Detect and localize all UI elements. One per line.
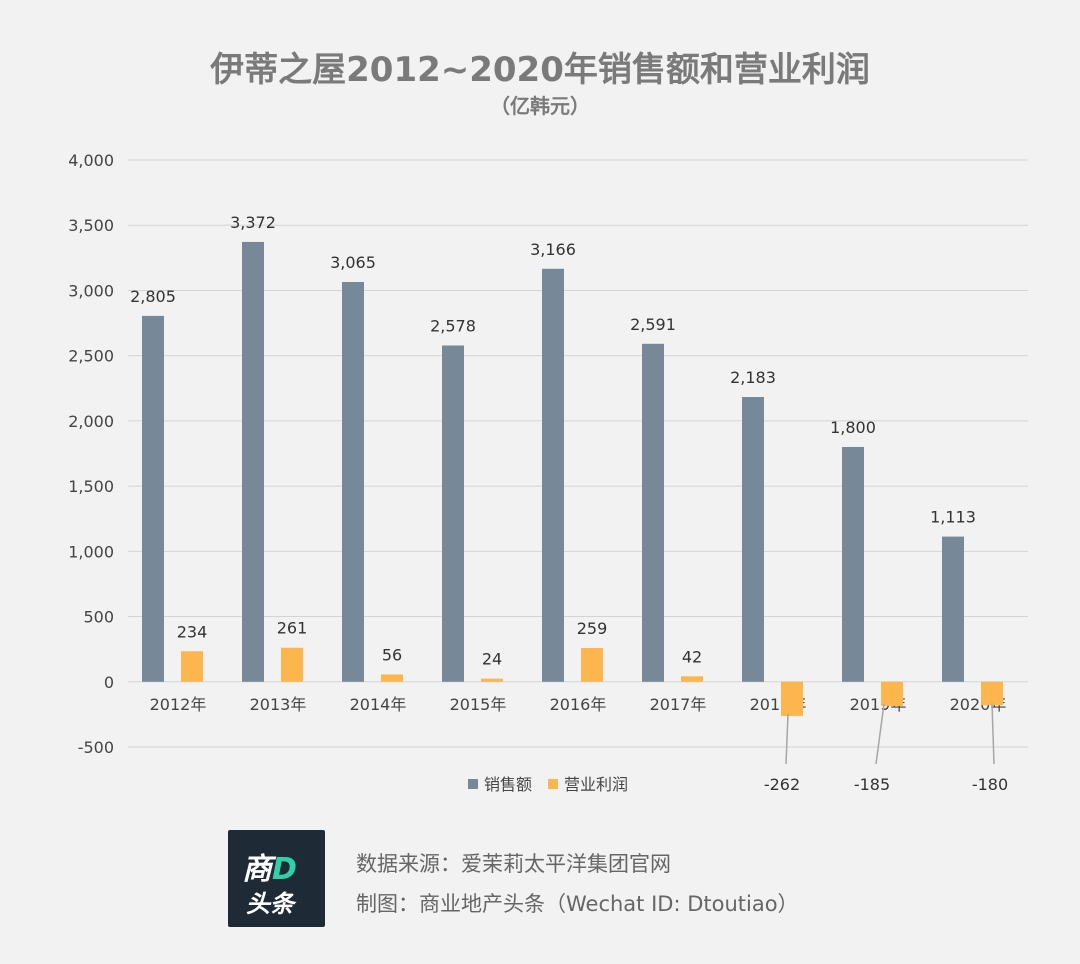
sales-data-label: 2,183	[730, 368, 776, 387]
profit-data-label: 24	[482, 650, 502, 669]
sales-bar	[342, 281, 364, 682]
legend-label-profit: 营业利润	[564, 775, 628, 794]
profit-data-label: 261	[277, 619, 308, 638]
sales-data-label: 3,065	[330, 253, 376, 272]
sales-data-label: 3,166	[530, 240, 576, 259]
x-tick-label: 2017年	[650, 695, 707, 714]
profit-bar	[981, 681, 1003, 706]
brand-logo: 商D 头条	[228, 830, 325, 927]
x-tick-label: 2012年	[150, 695, 207, 714]
profit-bar	[181, 651, 203, 682]
profit-data-label: 42	[682, 647, 702, 666]
sales-bar	[442, 345, 464, 682]
profit-bar	[681, 676, 703, 682]
y-tick-label: 2,000	[68, 412, 114, 431]
profit-data-label: -262	[764, 775, 800, 794]
legend-label-sales: 销售额	[484, 775, 532, 794]
sales-bar	[942, 536, 964, 682]
logo-line1: 商D	[242, 852, 297, 887]
sales-data-label: 2,591	[630, 315, 676, 334]
legend-swatch-profit	[548, 779, 558, 789]
sales-bar	[842, 446, 864, 682]
chart-title: 伊蒂之屋2012~2020年销售额和营业利润	[210, 50, 870, 90]
legend-swatch-sales	[468, 779, 478, 789]
profit-data-label: 259	[577, 619, 608, 638]
chart-maker-text: 制图：商业地产头条（Wechat ID: Dtoutiao）	[356, 892, 799, 916]
y-tick-label: 3,000	[68, 281, 114, 300]
y-tick-label: 3,500	[68, 216, 114, 235]
leader-line	[785, 713, 789, 765]
profit-bar	[281, 647, 303, 682]
data-source-text: 数据来源：爱茉莉太平洋集团官网	[356, 852, 671, 876]
x-tick-label: 2014年	[350, 695, 407, 714]
x-tick-label: 2013年	[250, 695, 307, 714]
profit-bar	[381, 674, 403, 682]
profit-data-label: 234	[177, 622, 208, 641]
x-tick-label: 2016年	[550, 695, 607, 714]
sales-bar	[642, 343, 664, 682]
sales-bar	[542, 268, 564, 682]
y-tick-label: 4,000	[68, 151, 114, 170]
leader-line	[875, 703, 885, 765]
y-tick-label: 500	[83, 608, 114, 627]
profit-bar	[881, 681, 903, 706]
profit-data-label: 56	[382, 645, 402, 664]
sales-data-label: 3,372	[230, 213, 276, 232]
y-tick-label: 0	[104, 673, 114, 692]
y-tick-label: 1,000	[68, 542, 114, 561]
profit-bar	[481, 678, 503, 682]
chart-subtitle: （亿韩元）	[490, 94, 590, 118]
sales-bar	[242, 241, 264, 682]
sales-data-label: 2,578	[430, 316, 476, 335]
x-tick-label: 2015年	[450, 695, 507, 714]
bar-chart: -500 0 500 1,000 1,500 2,000 2,500 3,000 3,500 4,…	[68, 151, 1028, 794]
profit-bar	[581, 647, 603, 682]
logo-line2: 头条	[246, 890, 294, 918]
sales-bar	[142, 315, 164, 682]
sales-data-label: 1,113	[930, 508, 976, 527]
profit-data-label: -180	[972, 775, 1008, 794]
y-tick-label: -500	[78, 738, 114, 757]
leader-line	[991, 703, 995, 765]
profit-bar	[781, 681, 803, 716]
profit-data-label: -185	[854, 775, 890, 794]
y-tick-label: 2,500	[68, 347, 114, 366]
sales-bar	[742, 397, 764, 682]
y-tick-label: 1,500	[68, 477, 114, 496]
sales-data-label: 1,800	[830, 418, 876, 437]
sales-data-label: 2,805	[130, 287, 176, 306]
